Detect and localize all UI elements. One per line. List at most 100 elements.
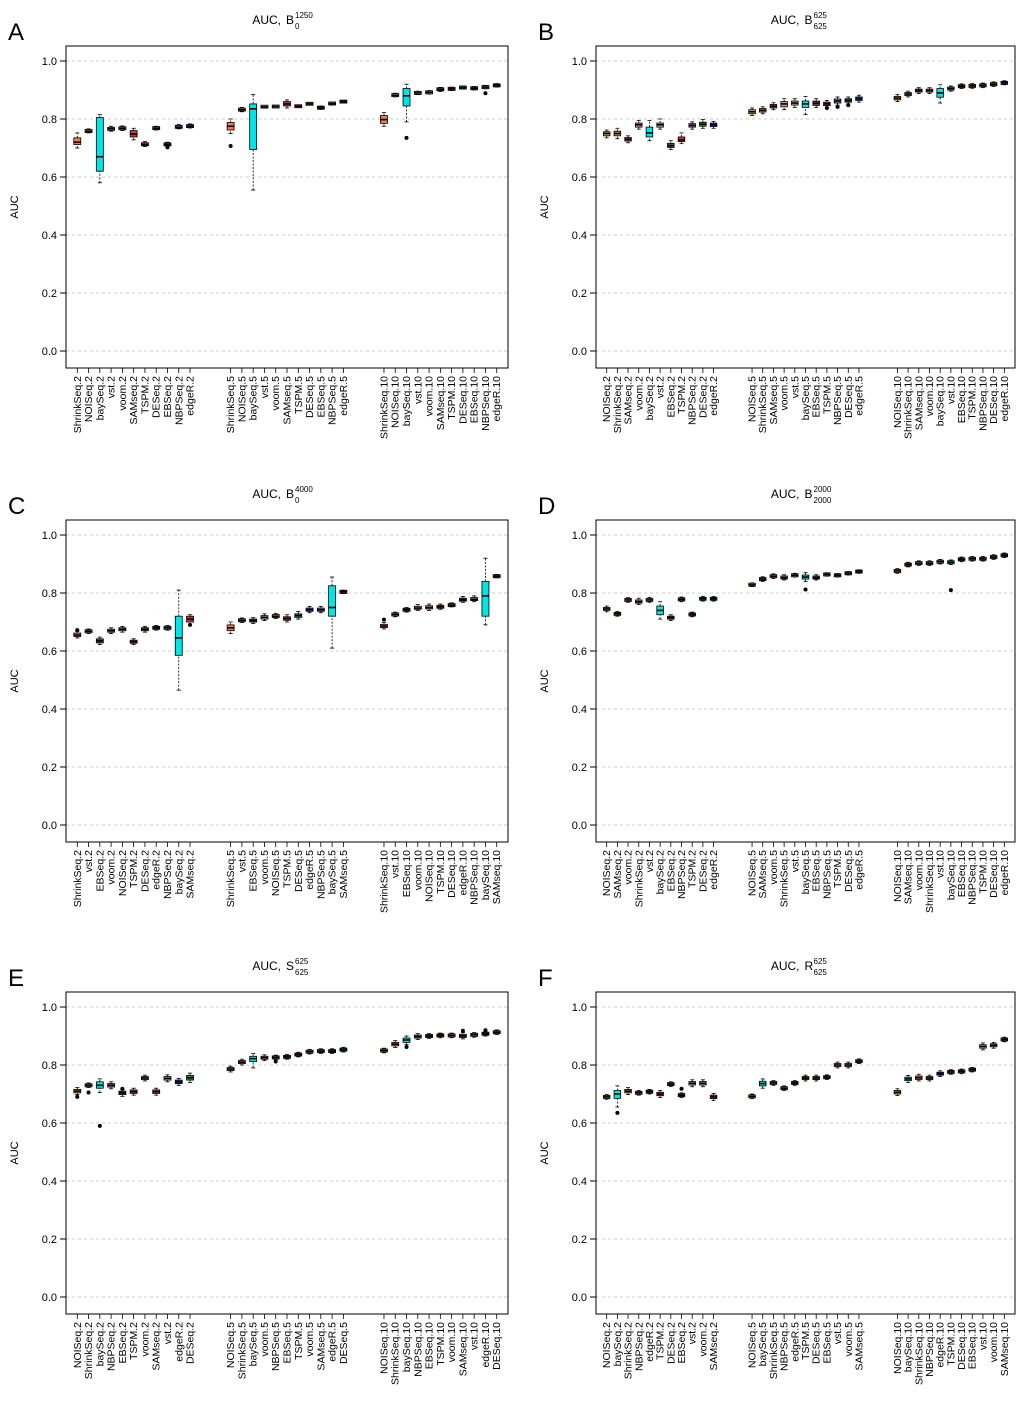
panel-F: F AUC, R 625 625 0.0 0.2 0.4 0.6 0.8 1.0 AUC NOISeq.… (538, 957, 1016, 1385)
box-bayseq (801, 95, 810, 116)
y-tick-label: 1.0 (42, 530, 57, 542)
box-vst (791, 98, 799, 108)
x-tick-label: voom.2 (106, 850, 118, 885)
box-bayseq (95, 1078, 104, 1128)
x-tick-label: baySeq.10 (401, 376, 413, 426)
panel-B: B AUC, B 6256250.00.20.40.60.81.0AUCNOISeq.… (538, 11, 1016, 439)
y-tick-label: 1.0 (42, 1002, 57, 1014)
x-tick-label: NBPSeq.2 (162, 850, 174, 899)
box-vst (84, 628, 93, 634)
plot-frame (595, 991, 1016, 1315)
box-bayseq (645, 120, 654, 142)
x-tick-label: TSPM.10 (977, 850, 989, 894)
box-samseq (855, 1058, 863, 1064)
x-tick-label: voom.5 (779, 376, 791, 411)
box-samseq (436, 86, 445, 92)
box-bayseq (249, 93, 258, 191)
box-ebseq (677, 1086, 686, 1098)
x-tick-label: ShrinkSeq.5 (225, 850, 237, 907)
y-tick-label: 0.4 (42, 1176, 57, 1188)
box-nbpseq (271, 1054, 280, 1064)
box-iqr (95, 117, 104, 172)
box-voom (425, 90, 433, 95)
box-voom (107, 627, 115, 634)
box-bayseq (936, 84, 944, 104)
y-tick-label: 1.0 (572, 530, 587, 542)
y-tick-label: 1.0 (572, 1002, 587, 1014)
x-tick-label: NOISeq.5 (236, 376, 248, 422)
box-edger (645, 1088, 654, 1095)
outlier-point (846, 103, 851, 108)
x-tick-label: NOISeq.10 (424, 850, 436, 902)
x-tick-label: DESeq.5 (304, 376, 316, 418)
box-tspm (294, 104, 303, 109)
chart-title-subscript: 0 (295, 22, 300, 31)
chart-title-symbol: S (286, 959, 294, 973)
box-deseq (699, 596, 707, 602)
y-tick-label: 1.0 (572, 56, 587, 68)
panel-E: E AUC, S 625 625 0.0 0.2 0.4 0.6 0.8 1.0 AUC NOISeq.… (8, 957, 509, 1385)
y-tick-label: 1.0 (42, 56, 57, 68)
x-tick-label: DESeq.2 (151, 376, 163, 418)
box-edger (339, 99, 348, 104)
box-iqr (481, 581, 490, 617)
box-bayseq (249, 1053, 258, 1069)
box-shrinkseq (635, 597, 643, 605)
box-edger (328, 1048, 336, 1054)
x-tick-label: vst.2 (644, 850, 656, 872)
box-deseq (492, 1029, 501, 1035)
chart-title-subscript: 0 (295, 496, 300, 505)
box-edger (492, 83, 501, 88)
x-tick-label: TSPM.10 (945, 1322, 957, 1366)
box-nbpseq (823, 572, 831, 577)
box-vst (470, 1032, 479, 1038)
box-iqr (249, 103, 258, 150)
x-tick-label: voom.2 (697, 1322, 709, 1357)
x-tick-label: voom.5 (843, 1322, 855, 1357)
box-tspm (141, 141, 149, 147)
box-tspm (656, 1090, 664, 1098)
x-tick-label: voom.10 (412, 850, 424, 890)
x-tick-label: edgeR.10 (999, 376, 1011, 422)
outlier-point (483, 1028, 488, 1033)
x-tick-label: edgeR.5 (853, 376, 865, 416)
box-tspm (979, 556, 987, 562)
box-tspm (688, 611, 696, 618)
box-voom (118, 125, 127, 132)
chart-title-symbol: B (286, 13, 294, 27)
x-tick-label: SAMseq.5 (853, 1322, 865, 1371)
box-shrinkseq (613, 127, 622, 140)
box-edger (1000, 80, 1009, 86)
x-tick-label: SAMseq.5 (315, 1322, 327, 1371)
x-tick-label: vst.2 (162, 1322, 174, 1344)
x-tick-label: ShrinkSeq.5 (768, 1322, 780, 1379)
x-tick-label: baySeq.10 (935, 376, 947, 426)
box-noiseq (748, 107, 756, 116)
y-tick-label: 0.0 (572, 1292, 587, 1304)
x-tick-label: EBSeq.10 (956, 376, 968, 423)
outlier-point (273, 1059, 278, 1064)
x-tick-label: TSPM.10 (435, 1322, 447, 1366)
x-tick-label: voom.5 (259, 850, 271, 885)
box-nbpseq (316, 605, 325, 614)
y-tick-label: 0.2 (42, 1234, 57, 1246)
x-tick-label: SAMseq.2 (708, 1322, 720, 1371)
panel-letter: E (8, 965, 24, 992)
outlier-point (835, 104, 840, 109)
x-tick-label: SAMseq.10 (435, 376, 447, 430)
x-tick-label: edgeR.2 (151, 850, 163, 890)
x-tick-label: edgeR.2 (185, 376, 197, 416)
x-tick-label: DESeq.5 (293, 850, 305, 892)
box-deseq (989, 554, 998, 560)
box-shrinkseq (391, 1040, 400, 1048)
x-tick-label: voom.10 (424, 376, 436, 416)
x-tick-label: vst.2 (655, 376, 667, 398)
box-noiseq (118, 625, 127, 633)
box-samseq (904, 561, 912, 568)
box-voom (769, 573, 778, 579)
x-tick-label: NBPSeq.10 (977, 376, 989, 431)
x-tick-label: vst.10 (935, 850, 947, 878)
box-ebseq (470, 86, 479, 91)
y-tick-label: 0.4 (42, 704, 57, 716)
y-tick-label: 0.2 (42, 762, 57, 774)
